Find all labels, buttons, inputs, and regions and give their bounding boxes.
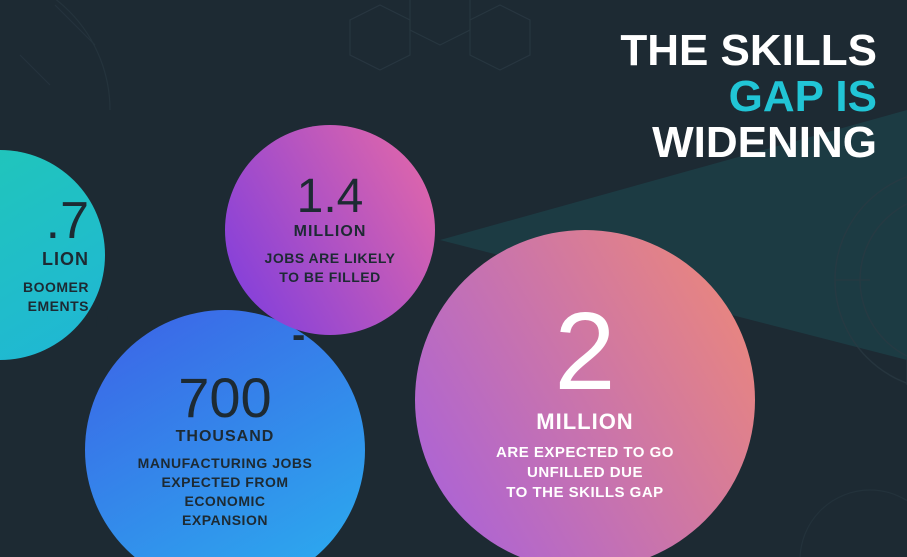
bubble-unfilled-number: 2: [554, 297, 615, 407]
bubble-expansion: 700 THOUSAND MANUFACTURING JOBSEXPECTED FR…: [85, 310, 365, 557]
hex-cluster-top: [350, 0, 530, 70]
bubble-filled-unit: MILLION: [294, 223, 367, 241]
headline-line-2: WIDENING: [620, 120, 877, 166]
bubble-expansion-unit: THOUSAND: [176, 428, 275, 446]
bubble-filled-number: 1.4: [297, 173, 364, 221]
bubble-unfilled-desc: ARE EXPECTED TO GOUNFILLED DUETO THE SKI…: [496, 443, 674, 504]
arc-bottom-right: [800, 490, 907, 557]
infographic-canvas: THE SKILLSGAP ISWIDENING .7LION BOOMEREME…: [0, 0, 907, 557]
bubble-unfilled: 2MILLION ARE EXPECTED TO GOUNFILLED DUETO…: [415, 230, 755, 557]
bubble-retirements-number: .7: [46, 195, 89, 247]
headline: THE SKILLSGAP ISWIDENING: [620, 28, 877, 167]
bubble-retirements-unit: LION: [42, 249, 89, 270]
headline-line-0: THE SKILLS: [620, 28, 877, 74]
bubble-unfilled-unit: MILLION: [536, 409, 633, 435]
bubble-filled-desc: JOBS ARE LIKELYTO BE FILLED: [265, 249, 396, 287]
op-minus: -: [292, 313, 305, 358]
bubble-retirements-desc: BOOMEREMENTS: [23, 278, 89, 316]
arc-left: [0, 0, 110, 110]
arc-right: [835, 170, 907, 390]
bubble-filled: 1.4 MILLION JOBS ARE LIKELYTO BE FILLED: [225, 125, 435, 335]
headline-line-1: GAP IS: [620, 74, 877, 120]
bubble-expansion-desc: MANUFACTURING JOBSEXPECTED FROMECONOMICE…: [138, 454, 313, 530]
bubble-expansion-number: 700: [178, 370, 271, 426]
op-plus: +: [88, 297, 109, 339]
